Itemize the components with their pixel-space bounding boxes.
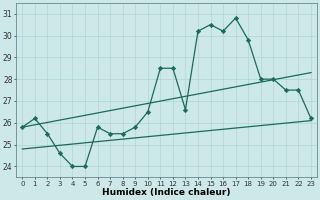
X-axis label: Humidex (Indice chaleur): Humidex (Indice chaleur) [102,188,231,197]
